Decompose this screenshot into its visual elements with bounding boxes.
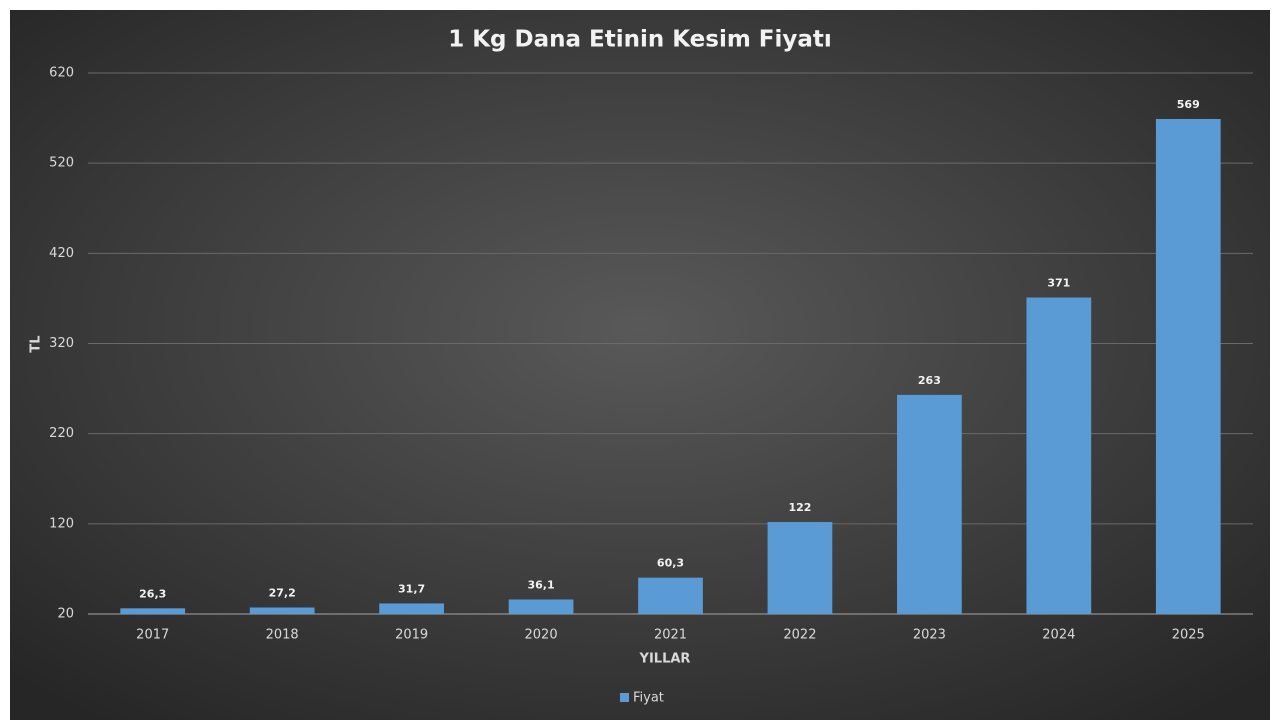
x-tick-label: 2018 [266,628,299,643]
bar [638,577,703,614]
legend-label: Fiyat [633,691,664,706]
bar [508,599,574,614]
y-axis-title: TL [29,335,44,352]
bar [767,522,833,614]
bar [1155,118,1221,615]
x-tick-label: 2024 [1042,628,1075,643]
data-label: 27,2 [269,587,296,600]
data-label: 31,7 [398,582,425,595]
x-tick-label: 2022 [783,628,816,643]
y-tick-label: 520 [49,156,74,171]
data-label: 36,1 [527,578,554,591]
y-tick-label: 620 [49,66,74,81]
y-tick-label: 220 [49,426,74,441]
data-label: 26,3 [139,587,166,600]
legend-swatch [620,693,629,702]
data-label: 569 [1177,98,1200,111]
data-label: 122 [788,501,811,514]
x-tick-label: 2021 [654,628,687,643]
bar [249,607,315,614]
bar [120,608,186,614]
bar [897,394,962,614]
bar [1026,297,1092,614]
x-tick-label: 2023 [913,628,946,643]
x-axis-title: YILLAR [639,652,691,667]
x-tick-label: 2020 [525,628,558,643]
y-tick-label: 20 [57,607,74,622]
y-tick-label: 320 [49,336,74,351]
y-tick-label: 420 [49,246,74,261]
x-tick-label: 2019 [395,628,428,643]
data-label: 60,3 [657,557,684,570]
y-tick-label: 120 [49,516,74,531]
data-label: 263 [918,374,941,387]
data-label: 371 [1047,277,1070,290]
x-tick-label: 2017 [136,628,169,643]
x-tick-label: 2025 [1172,628,1205,643]
bar [379,603,444,614]
chart-title: 1 Kg Dana Etinin Kesim Fiyatı [448,27,832,53]
